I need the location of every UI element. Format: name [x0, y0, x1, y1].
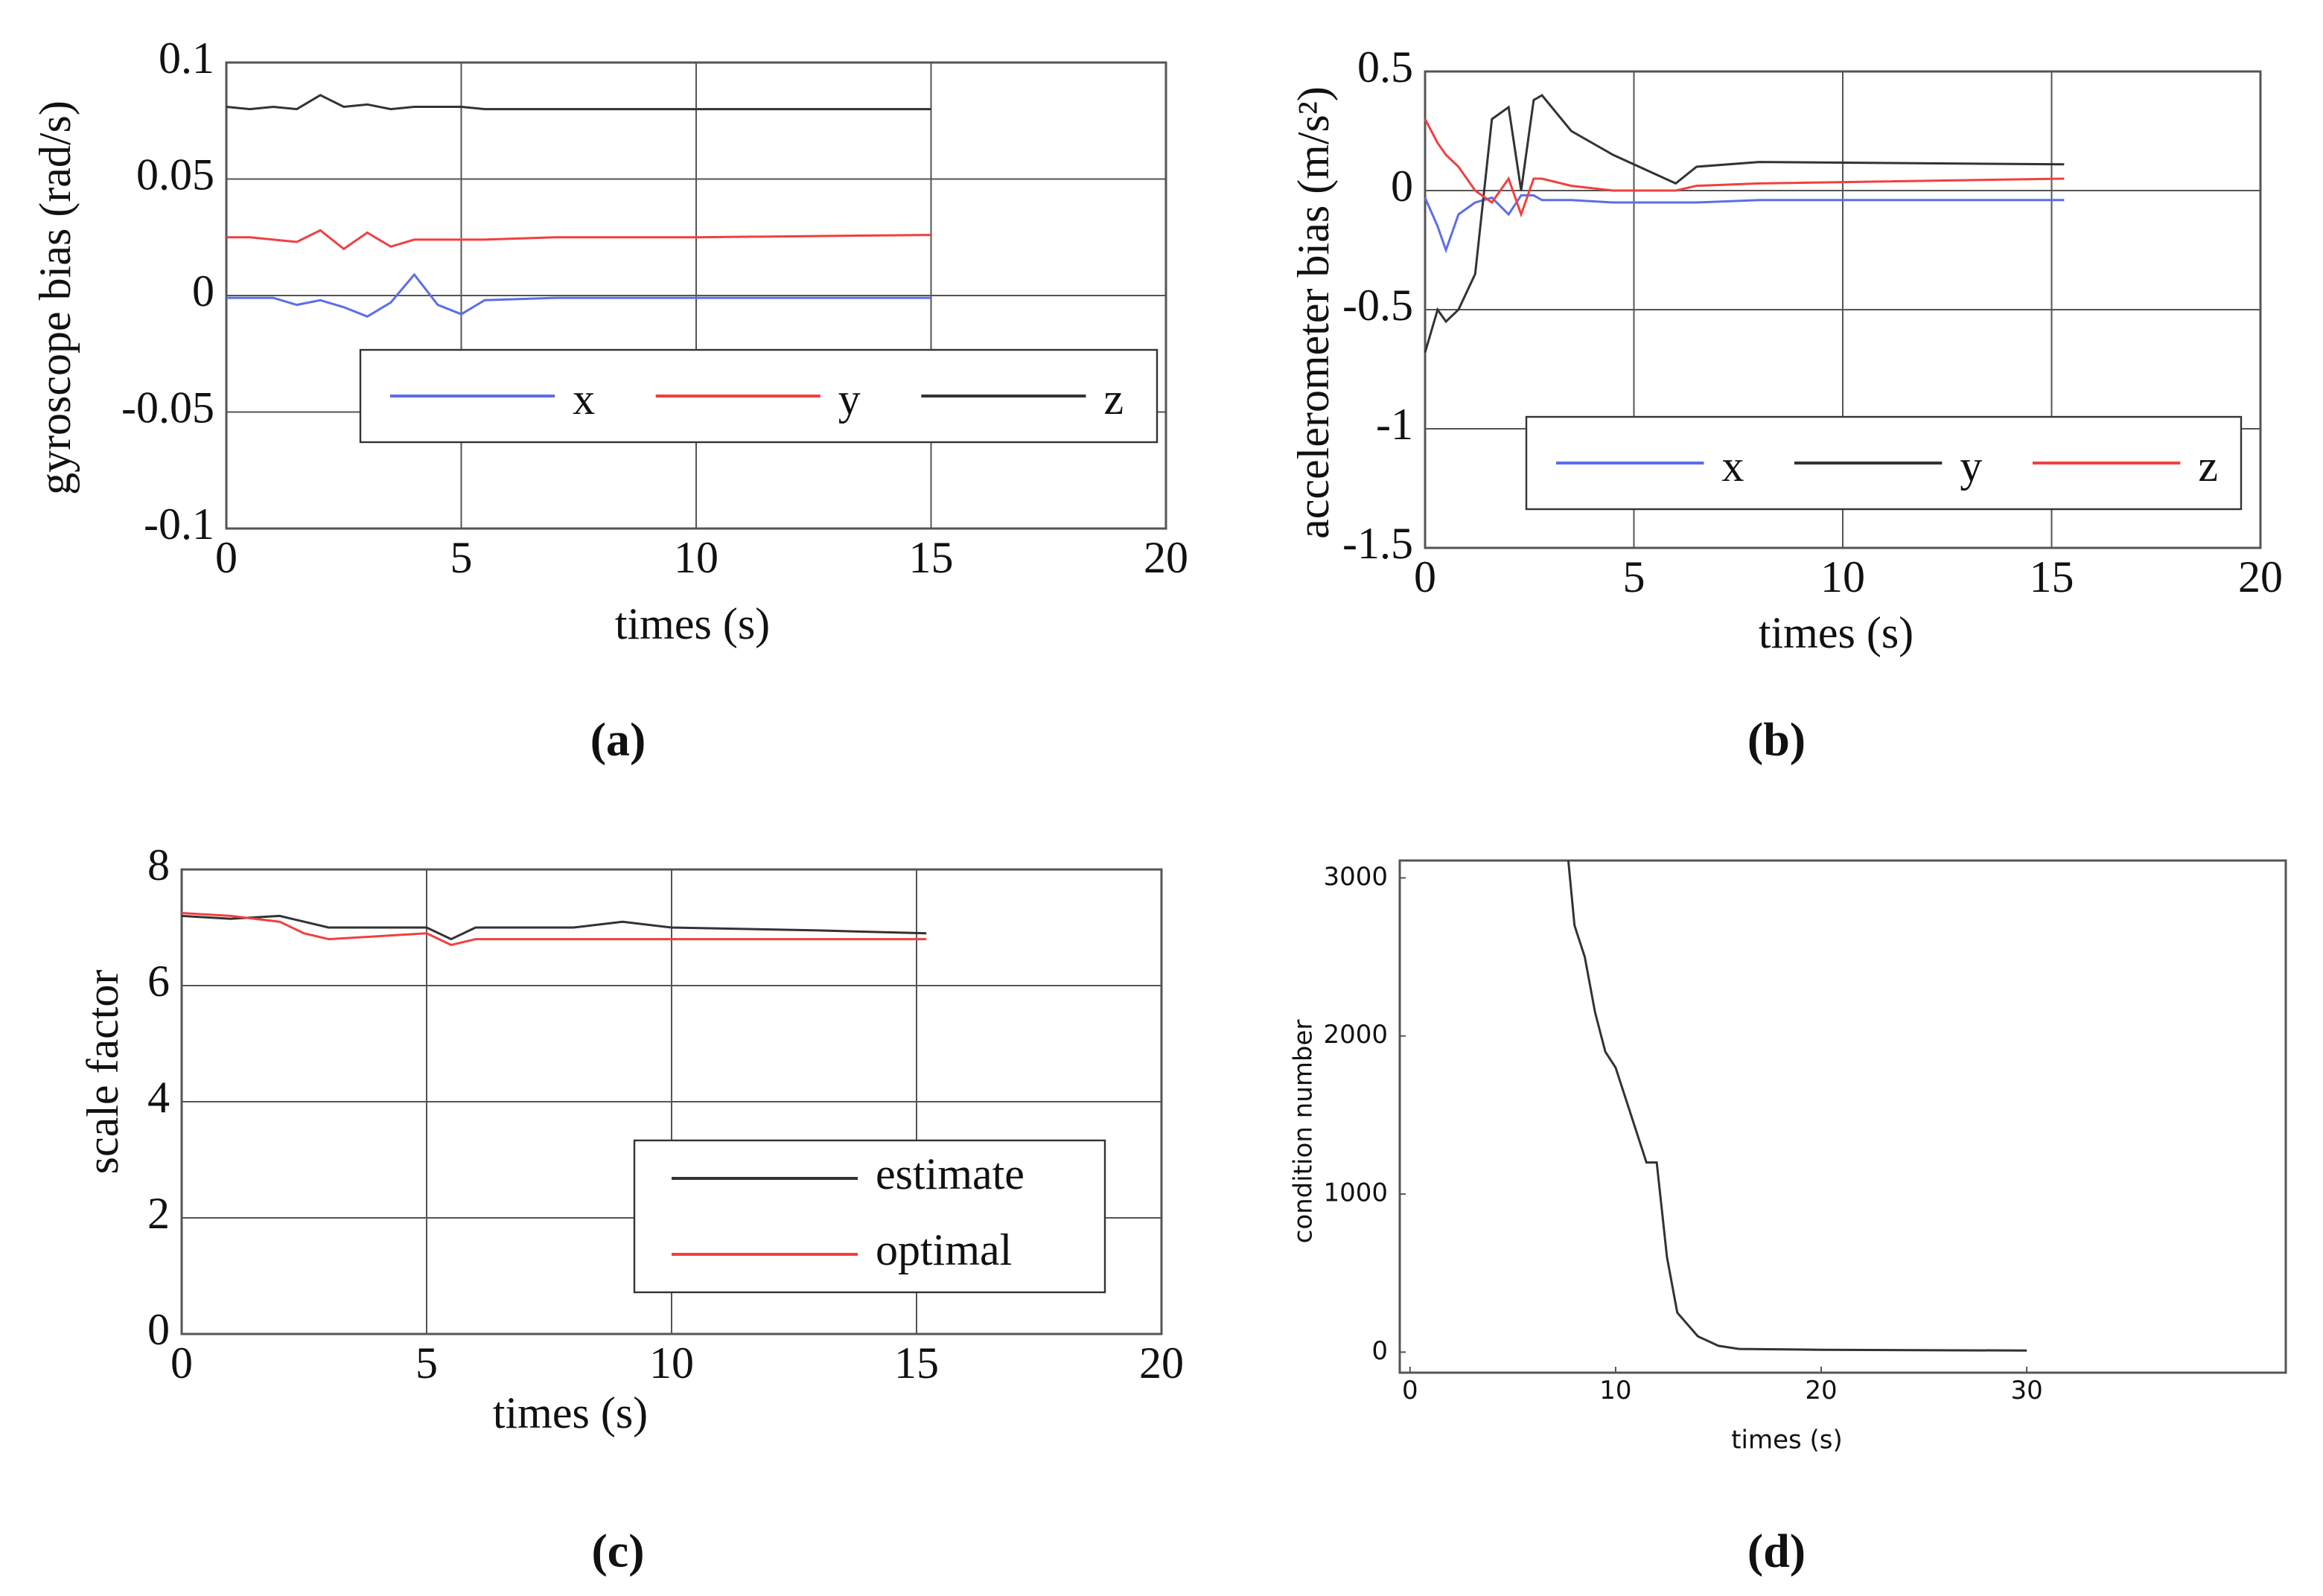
caption: (d) — [1747, 1525, 1806, 1577]
series-line — [181, 912, 927, 946]
y-tick-label: 0 — [1371, 1336, 1388, 1366]
x-tick-label: 5 — [450, 533, 473, 582]
legend-label: x — [573, 374, 595, 424]
x-tick-label: 10 — [1599, 1376, 1631, 1405]
y-tick-label: 0 — [147, 1305, 170, 1354]
x-tick-label: 5 — [415, 1338, 438, 1388]
y-tick-label: 4 — [147, 1073, 170, 1122]
x-tick-label: 10 — [674, 533, 718, 582]
y-tick-label: -1 — [1376, 400, 1413, 449]
x-tick-label: 0 — [171, 1338, 193, 1388]
series-line — [226, 94, 931, 111]
legend-label: estimate — [876, 1149, 1025, 1198]
y-tick-label: 0 — [192, 266, 214, 316]
y-tick-label: 0.1 — [159, 33, 214, 83]
caption: (c) — [591, 1525, 644, 1577]
x-tick-label: 15 — [909, 533, 954, 582]
x-tick-label: 10 — [649, 1338, 694, 1388]
y-tick-label: 6 — [147, 957, 170, 1006]
x-tick-label: 0 — [1414, 552, 1436, 601]
legend-label: x — [1721, 441, 1744, 491]
x-tick-label: 20 — [1805, 1376, 1837, 1405]
plot-frame — [1424, 70, 2262, 549]
caption: (a) — [590, 713, 646, 766]
y-tick-label: -0.1 — [144, 499, 214, 549]
x-tick-label: 20 — [2238, 552, 2283, 601]
series-line — [226, 272, 931, 318]
y-tick-label: 3000 — [1323, 862, 1388, 892]
y-tick-label: 0.5 — [1357, 42, 1413, 92]
x-tick-label: 20 — [1139, 1338, 1184, 1388]
x-axis-label: times (s) — [1731, 1426, 1843, 1455]
x-axis-label: times (s) — [615, 599, 770, 648]
series-line — [181, 914, 927, 941]
series-line — [1567, 860, 2027, 1352]
legend-label: z — [1103, 374, 1124, 424]
chart-panel: 0 5 10 15 20 -0.1 -0.05 0 0.05 0.1 times (s) gyrosc… — [31, 33, 1188, 766]
chart-panel: 0 5 10 15 20 -1.5 -1 -0.5 0 0.5 times (s) accelerom… — [1289, 42, 2283, 766]
series-line — [226, 229, 931, 251]
x-tick-label: 15 — [894, 1338, 939, 1388]
y-tick-label: 1000 — [1323, 1178, 1388, 1208]
chart-panel: 0 10 20 30 0 1000 2000 3000 times (s) condition n… — [1289, 859, 2287, 1577]
x-axis-label: times (s) — [493, 1388, 648, 1437]
caption: (b) — [1747, 713, 1806, 766]
x-tick-label: 0 — [215, 533, 238, 582]
x-axis-label: times (s) — [1759, 608, 1913, 657]
y-tick-label: -1.5 — [1342, 519, 1413, 568]
x-tick-label: 5 — [1623, 552, 1645, 601]
chart-panel: 0 5 10 15 20 0 2 4 6 8 times (s) scale factor (c) est… — [78, 840, 1184, 1577]
y-tick-label: 8 — [147, 840, 170, 890]
y-axis-label: scale factor — [78, 970, 127, 1175]
series-line — [1424, 118, 2065, 218]
plot-frame — [1398, 859, 2287, 1374]
x-tick-label: 20 — [1144, 533, 1188, 582]
y-tick-label: -0.5 — [1342, 281, 1413, 330]
y-tick-label: 0 — [1391, 162, 1413, 211]
x-tick-label: 15 — [2030, 552, 2074, 601]
series-line — [1424, 194, 2065, 254]
x-tick-label: 30 — [2010, 1376, 2042, 1405]
legend-label: y — [838, 374, 861, 424]
series-line — [1424, 94, 2065, 354]
x-tick-label: 0 — [1402, 1376, 1418, 1405]
legend-label: optimal — [876, 1225, 1012, 1274]
y-tick-label: 2000 — [1323, 1020, 1388, 1050]
plot-frame — [180, 868, 1163, 1335]
y-axis-label: accelerometer bias (m/s²) — [1289, 86, 1338, 539]
legend-label: y — [1960, 441, 1982, 491]
legend-label: z — [2198, 441, 2218, 491]
y-tick-label: 2 — [147, 1189, 170, 1238]
x-tick-label: 10 — [1820, 552, 1865, 601]
y-axis-label: gyroscope bias (rad/s) — [31, 100, 80, 495]
y-tick-label: -0.05 — [121, 383, 214, 432]
y-tick-label: 0.05 — [136, 150, 214, 199]
y-axis-label: condition number — [1289, 1020, 1319, 1244]
legend-box — [633, 1139, 1106, 1294]
plot-frame — [225, 61, 1167, 530]
